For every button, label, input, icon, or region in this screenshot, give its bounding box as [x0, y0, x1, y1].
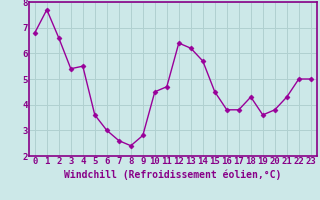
X-axis label: Windchill (Refroidissement éolien,°C): Windchill (Refroidissement éolien,°C) — [64, 169, 282, 180]
